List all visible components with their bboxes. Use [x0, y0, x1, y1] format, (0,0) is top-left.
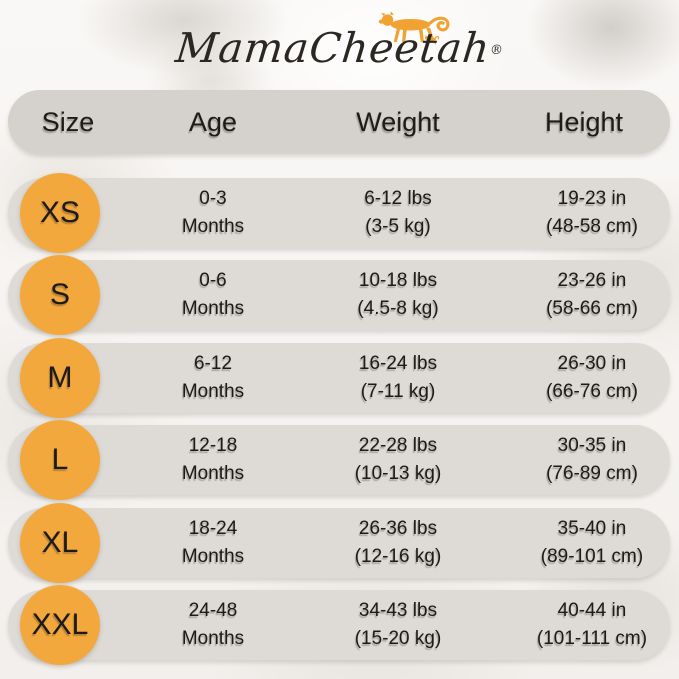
age-range: 0-6: [199, 270, 227, 291]
row-bar: 24-48 Months 34-43 lbs (15-20 kg) 40-44 …: [8, 590, 670, 660]
weight-kg: (4.5-8 kg): [357, 298, 439, 319]
height-cm: (66-76 cm): [546, 381, 638, 402]
height-in: 26-30 in: [557, 353, 627, 374]
age-range: 12-18: [188, 435, 238, 456]
row-bar: 12-18 Months 22-28 lbs (10-13 kg) 30-35 …: [8, 425, 670, 495]
size-badge: M: [20, 338, 100, 418]
age-unit: Months: [181, 628, 245, 649]
age-range: 6-12: [193, 353, 233, 374]
age-cell: 0-3 Months: [128, 185, 298, 241]
weight-kg: (15-20 kg): [354, 628, 442, 649]
weight-lbs: 22-28 lbs: [358, 435, 438, 456]
table-row: 0-3 Months 6-12 lbs (3-5 kg) 19-23 in (4…: [0, 173, 679, 253]
height-cell: 30-35 in (76-89 cm): [498, 432, 670, 488]
height-in: 40-44 in: [557, 600, 627, 621]
size-label: L: [51, 443, 69, 476]
table-row: 12-18 Months 22-28 lbs (10-13 kg) 30-35 …: [0, 420, 679, 500]
age-cell: 12-18 Months: [128, 432, 298, 488]
weight-cell: 16-24 lbs (7-11 kg): [298, 350, 498, 406]
age-unit: Months: [181, 298, 245, 319]
brand-name: MamaCheetah®: [0, 24, 679, 72]
age-cell: 24-48 Months: [128, 597, 298, 653]
age-unit: Months: [181, 463, 245, 484]
header-weight: Weight: [356, 106, 440, 137]
age-unit: Months: [181, 546, 245, 567]
registered-trademark-symbol: ®: [489, 43, 504, 58]
height-cell: 26-30 in (66-76 cm): [498, 350, 670, 406]
weight-kg: (12-16 kg): [354, 546, 442, 567]
weight-lbs: 26-36 lbs: [358, 518, 438, 539]
header-size: Size: [41, 106, 95, 137]
header-age: Age: [188, 106, 238, 137]
age-unit: Months: [181, 216, 245, 237]
size-label: XS: [39, 196, 81, 229]
size-badge: XS: [20, 173, 100, 253]
brand-name-text: MamaCheetah: [173, 24, 493, 72]
height-cm: (58-66 cm): [546, 298, 638, 319]
size-label: XXL: [31, 608, 89, 641]
table-row: 24-48 Months 34-43 lbs (15-20 kg) 40-44 …: [0, 585, 679, 665]
height-in: 23-26 in: [557, 270, 627, 291]
table-row: 0-6 Months 10-18 lbs (4.5-8 kg) 23-26 in…: [0, 255, 679, 335]
weight-lbs: 6-12 lbs: [364, 188, 432, 209]
weight-kg: (10-13 kg): [354, 463, 442, 484]
cheetah-with-cub-icon: [378, 12, 450, 45]
height-cm: (48-58 cm): [546, 216, 638, 237]
weight-lbs: 16-24 lbs: [358, 353, 438, 374]
weight-cell: 22-28 lbs (10-13 kg): [298, 432, 498, 488]
size-badge: XXL: [20, 585, 100, 665]
weight-lbs: 10-18 lbs: [358, 270, 438, 291]
table-row: 18-24 Months 26-36 lbs (12-16 kg) 35-40 …: [0, 503, 679, 583]
brand-logo: MamaCheetah®: [0, 0, 679, 90]
row-bar: 0-6 Months 10-18 lbs (4.5-8 kg) 23-26 in…: [8, 260, 670, 330]
weight-cell: 34-43 lbs (15-20 kg): [298, 597, 498, 653]
size-label: M: [47, 361, 73, 394]
age-unit: Months: [181, 381, 245, 402]
table-row: 6-12 Months 16-24 lbs (7-11 kg) 26-30 in…: [0, 338, 679, 418]
age-cell: 18-24 Months: [128, 515, 298, 571]
height-cm: (101-111 cm): [536, 628, 648, 649]
weight-lbs: 34-43 lbs: [358, 600, 438, 621]
age-cell: 0-6 Months: [128, 267, 298, 323]
height-in: 35-40 in: [557, 518, 627, 539]
size-label: XL: [41, 526, 79, 559]
age-range: 18-24: [188, 518, 238, 539]
row-bar: 6-12 Months 16-24 lbs (7-11 kg) 26-30 in…: [8, 343, 670, 413]
height-cell: 19-23 in (48-58 cm): [498, 185, 670, 241]
table-header-row: Size Age Weight Height: [8, 90, 670, 154]
height-in: 30-35 in: [557, 435, 627, 456]
age-range: 24-48: [188, 600, 238, 621]
header-height: Height: [544, 106, 624, 137]
age-range: 0-3: [199, 188, 227, 209]
row-bar: 18-24 Months 26-36 lbs (12-16 kg) 35-40 …: [8, 508, 670, 578]
height-cell: 40-44 in (101-111 cm): [498, 597, 670, 653]
height-cell: 23-26 in (58-66 cm): [498, 267, 670, 323]
height-cm: (76-89 cm): [546, 463, 638, 484]
height-in: 19-23 in: [557, 188, 627, 209]
weight-cell: 26-36 lbs (12-16 kg): [298, 515, 498, 571]
size-badge: L: [20, 420, 100, 500]
weight-kg: (7-11 kg): [360, 381, 436, 402]
size-badge: XL: [20, 503, 100, 583]
age-cell: 6-12 Months: [128, 350, 298, 406]
size-label: S: [49, 278, 70, 311]
weight-cell: 6-12 lbs (3-5 kg): [298, 185, 498, 241]
height-cell: 35-40 in (89-101 cm): [498, 515, 670, 571]
size-badge: S: [20, 255, 100, 335]
row-bar: 0-3 Months 6-12 lbs (3-5 kg) 19-23 in (4…: [8, 178, 670, 248]
height-cm: (89-101 cm): [540, 546, 644, 567]
weight-kg: (3-5 kg): [365, 216, 431, 237]
weight-cell: 10-18 lbs (4.5-8 kg): [298, 267, 498, 323]
